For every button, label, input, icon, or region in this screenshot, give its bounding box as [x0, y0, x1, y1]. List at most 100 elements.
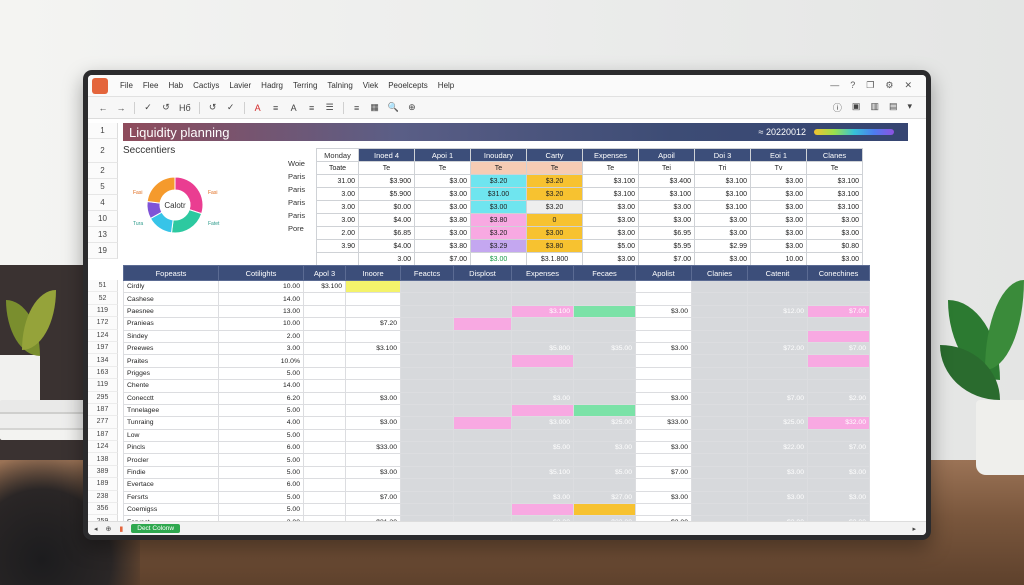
table-cell[interactable]: $6.95	[638, 226, 695, 240]
table-cell[interactable]	[573, 379, 636, 393]
column-header[interactable]: Clanes	[806, 148, 863, 162]
table-cell[interactable]	[807, 292, 870, 306]
table-cell[interactable]	[747, 329, 808, 343]
table-cell[interactable]	[807, 453, 870, 467]
table-cell[interactable]	[691, 416, 748, 430]
row-label[interactable]: Tnnelagee	[123, 403, 219, 418]
table-cell[interactable]: $3.00	[747, 490, 808, 505]
table-cell[interactable]: 6.00	[218, 478, 304, 492]
table-cell[interactable]: $5.100	[511, 465, 574, 480]
column-header[interactable]: Inoore	[345, 265, 401, 281]
row-label[interactable]: Low	[123, 428, 219, 443]
table-cell[interactable]	[511, 329, 574, 343]
row-number[interactable]: 52	[88, 292, 118, 305]
table-cell[interactable]	[573, 292, 636, 306]
zoom-icon[interactable]: ⊕	[408, 102, 416, 112]
table-cell[interactable]	[635, 503, 692, 517]
table-cell[interactable]: $33.00	[635, 416, 692, 430]
nav-left-icon[interactable]: ◂	[94, 525, 98, 533]
row-label[interactable]: Findie	[123, 465, 219, 480]
table-cell[interactable]	[453, 416, 512, 430]
column-header[interactable]: Feactcs	[400, 265, 454, 281]
table-cell[interactable]: 2.00	[218, 329, 304, 343]
table-cell[interactable]: $5.00	[573, 465, 636, 480]
image-icon[interactable]: ▣	[851, 101, 861, 111]
table-cell[interactable]: $3.00	[638, 213, 695, 227]
table-cell[interactable]: $3.00	[750, 239, 807, 253]
table-cell[interactable]: 5.00	[218, 465, 304, 480]
row-number[interactable]: 172	[88, 317, 118, 330]
table-cell[interactable]: $3.100	[806, 200, 863, 214]
column-header[interactable]: Fopeasts	[123, 265, 219, 281]
table-cell[interactable]: $3.100	[582, 187, 639, 201]
table-cell[interactable]: $3.80	[414, 213, 471, 227]
row-label[interactable]: Pranieas	[123, 317, 219, 331]
table-cell[interactable]	[807, 403, 870, 418]
table-cell[interactable]	[635, 453, 692, 467]
table-cell[interactable]: $3.00	[694, 213, 751, 227]
row-number[interactable]: 134	[88, 354, 118, 367]
table-cell[interactable]	[691, 354, 748, 368]
table-cell[interactable]	[807, 428, 870, 443]
table-cell[interactable]	[453, 465, 512, 480]
table-cell[interactable]	[807, 503, 870, 517]
row-number[interactable]: 187	[88, 428, 118, 442]
table-cell[interactable]	[453, 354, 512, 368]
table-cell[interactable]	[573, 304, 636, 319]
table-cell[interactable]	[400, 366, 454, 381]
table-cell[interactable]	[573, 428, 636, 443]
table-cell[interactable]	[400, 428, 454, 443]
column-header[interactable]: Clanies	[691, 265, 748, 281]
table-cell[interactable]	[691, 490, 748, 505]
row-number[interactable]: 389	[88, 465, 118, 479]
table-cell[interactable]	[635, 317, 692, 331]
table-cell[interactable]: $25.00	[573, 416, 636, 430]
row-label[interactable]: Preewes	[123, 341, 219, 356]
table-cell[interactable]	[453, 403, 512, 418]
table-cell[interactable]: 31.00	[316, 174, 359, 188]
table-cell[interactable]: 3.00	[316, 200, 359, 214]
table-cell[interactable]	[345, 366, 401, 381]
table-cell[interactable]	[691, 292, 748, 306]
sheet-tab[interactable]: Dect Colonw	[131, 524, 181, 533]
table-cell[interactable]	[400, 441, 454, 455]
menu-item[interactable]: Terring	[292, 81, 318, 90]
table-cell[interactable]: $5.00	[511, 441, 574, 455]
menu-item[interactable]: Talning	[327, 81, 353, 90]
table-cell[interactable]: $3.00	[750, 213, 807, 227]
table-cell[interactable]	[303, 441, 346, 455]
table-cell[interactable]	[573, 391, 636, 405]
row-number[interactable]: 189	[88, 478, 118, 491]
table-cell[interactable]: $3.1.800	[526, 252, 583, 266]
table-cell[interactable]: $5.00	[582, 239, 639, 253]
table-cell[interactable]: $7.20	[345, 317, 401, 331]
row-number[interactable]: 163	[88, 366, 118, 380]
row-label[interactable]: Conecctt	[123, 391, 219, 405]
table-cell[interactable]	[807, 366, 870, 381]
table-cell[interactable]	[747, 428, 808, 443]
table-cell[interactable]	[747, 453, 808, 467]
table-cell[interactable]	[747, 379, 808, 393]
table-cell[interactable]	[345, 329, 401, 343]
table-cell[interactable]: 10.00	[218, 317, 304, 331]
table-cell[interactable]	[635, 366, 692, 381]
table-cell[interactable]: $3.00	[345, 416, 401, 430]
table-cell[interactable]	[573, 317, 636, 331]
table-cell[interactable]	[345, 292, 401, 306]
column-header[interactable]: Doi 3	[694, 148, 751, 162]
table-cell[interactable]: 3.00	[316, 187, 359, 201]
table-cell[interactable]	[303, 329, 346, 343]
table-icon[interactable]: ▤	[888, 101, 898, 111]
menu-item[interactable]: Flee	[142, 81, 159, 90]
row-label[interactable]: Tunraing	[123, 416, 219, 430]
row-label[interactable]: Chente	[123, 379, 219, 393]
row-number[interactable]: 187	[88, 403, 118, 417]
table-cell[interactable]	[573, 329, 636, 343]
table-cell[interactable]: $3.80	[414, 239, 471, 253]
table-cell[interactable]	[303, 503, 346, 517]
row-label[interactable]: Coemigss	[123, 503, 219, 517]
table-cell[interactable]	[691, 317, 748, 331]
table-cell[interactable]	[303, 304, 346, 319]
table-cell[interactable]: $3.00	[807, 465, 870, 480]
row-number[interactable]: 124	[88, 329, 118, 342]
